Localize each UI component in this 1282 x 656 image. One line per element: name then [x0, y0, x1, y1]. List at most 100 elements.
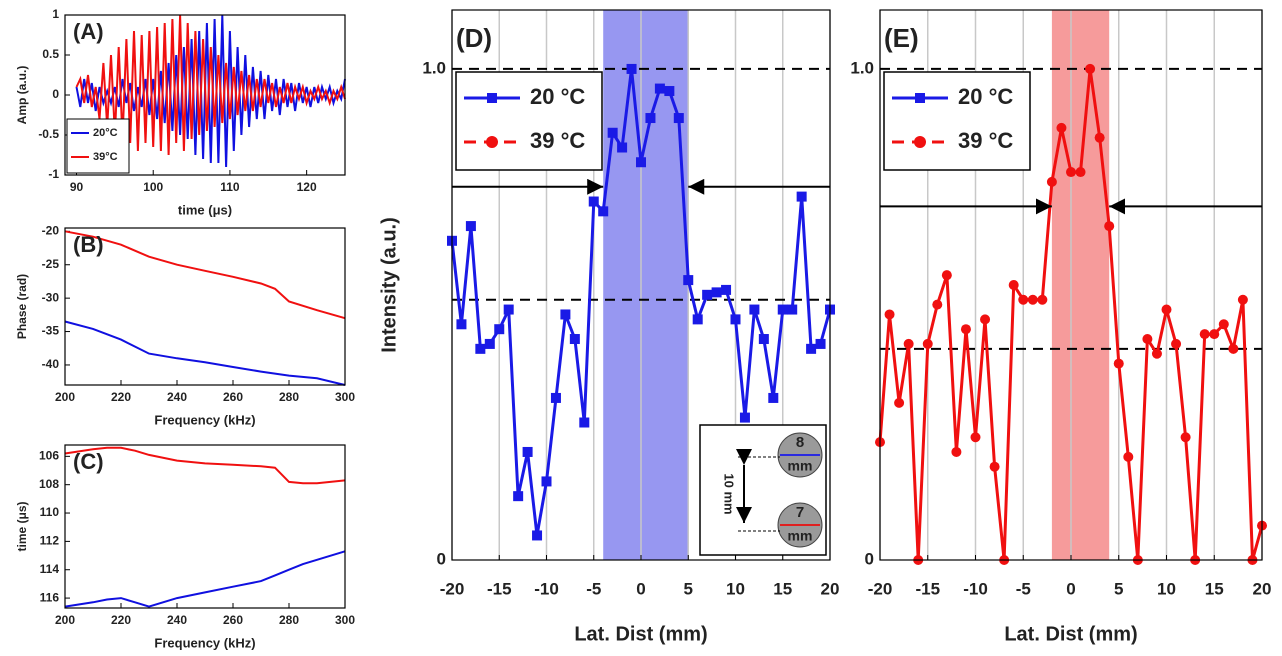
x-tick-label: 300 — [335, 390, 355, 404]
marker — [513, 491, 524, 502]
x-tick-label: 240 — [167, 613, 187, 627]
marker — [503, 304, 514, 315]
marker — [980, 314, 991, 325]
y-tick-label: -0.5 — [38, 127, 59, 141]
x-tick-label: 220 — [111, 613, 131, 627]
x-tick-label: -15 — [487, 579, 512, 598]
marker — [673, 113, 684, 124]
marker — [970, 432, 981, 443]
y-tick-label: 108 — [39, 477, 59, 491]
x-tick-label: 10 — [1157, 579, 1176, 598]
y-tick-label: -40 — [42, 357, 60, 371]
y-tick-label: 112 — [40, 534, 60, 548]
marker — [1018, 294, 1029, 305]
marker — [932, 299, 943, 310]
marker — [1199, 329, 1210, 340]
marker — [532, 530, 543, 541]
x-tick-label: -5 — [586, 579, 601, 598]
marker — [903, 338, 914, 349]
y-tick-label: 1.0 — [850, 58, 874, 77]
y-tick-label: 0.5 — [42, 47, 59, 61]
marker — [475, 343, 486, 354]
marker — [579, 417, 590, 428]
marker — [739, 412, 750, 423]
plot-frame — [451, 9, 831, 561]
marker — [1104, 221, 1115, 232]
marker — [692, 314, 703, 325]
marker — [617, 142, 628, 153]
legend-marker — [487, 93, 497, 103]
y-axis-label: Intensity (a.u.) — [378, 217, 400, 353]
marker — [1008, 280, 1019, 290]
marker — [456, 319, 467, 330]
inset: 10 mm 8 mm 7 mm — [699, 424, 827, 556]
marker — [636, 157, 646, 168]
series-line — [75, 14, 346, 156]
x-tick-label: -15 — [915, 579, 940, 598]
x-tick-label: 260 — [223, 613, 243, 627]
marker — [494, 324, 505, 335]
legend-marker — [914, 136, 926, 148]
x-tick-label: 260 — [223, 390, 243, 404]
y-tick-label: -1 — [48, 167, 59, 181]
x-axis-label: Frequency (kHz) — [154, 412, 255, 427]
marker — [1228, 343, 1239, 354]
marker — [522, 446, 533, 457]
marker — [683, 275, 694, 286]
y-tick-label: 116 — [40, 590, 60, 604]
y-tick-label: 1 — [52, 7, 59, 21]
marker — [1113, 358, 1124, 369]
marker — [1209, 329, 1220, 340]
marker — [768, 392, 779, 403]
marker — [1066, 167, 1076, 178]
y-tick-label: 106 — [39, 449, 59, 463]
legend-marker — [486, 136, 498, 148]
marker — [702, 289, 713, 300]
marker — [1123, 451, 1134, 462]
marker — [1142, 334, 1153, 345]
marker — [815, 338, 826, 349]
marker — [796, 191, 807, 202]
legend-box — [455, 71, 603, 171]
y-tick-label: -30 — [42, 290, 60, 304]
inset-top-unit: mm — [788, 458, 813, 474]
x-tick-label: -10 — [963, 579, 988, 598]
legend-label: 39 °C — [530, 128, 585, 153]
marker — [758, 334, 769, 345]
x-tick-label: 20 — [1253, 579, 1272, 598]
marker — [598, 206, 609, 217]
x-axis-label: Frequency (kHz) — [154, 635, 255, 650]
marker — [588, 196, 599, 207]
panel-label: (B) — [73, 232, 104, 257]
y-tick-label: 1.0 — [422, 58, 446, 77]
x-tick-label: 110 — [220, 180, 240, 194]
series-line — [64, 230, 346, 320]
x-tick-label: 300 — [335, 613, 355, 627]
x-tick-label: -20 — [440, 579, 465, 598]
marker — [465, 221, 476, 232]
y-tick-label: 114 — [40, 562, 60, 576]
x-tick-label: 90 — [70, 180, 84, 194]
y-tick-label: -25 — [42, 257, 60, 271]
marker — [1075, 167, 1086, 178]
marker — [884, 309, 895, 320]
x-axis-label: Lat. Dist (mm) — [574, 623, 707, 645]
marker — [1037, 294, 1048, 305]
x-tick-label: 20 — [821, 579, 840, 598]
marker — [560, 309, 571, 320]
marker — [1237, 294, 1248, 305]
panel-label: (D) — [456, 23, 492, 53]
legend-label: 20°C — [93, 127, 118, 139]
y-tick-label: 110 — [40, 505, 60, 519]
marker — [777, 304, 788, 315]
marker — [749, 304, 760, 315]
x-tick-label: 200 — [55, 613, 75, 627]
marker — [1027, 294, 1038, 305]
series-line — [64, 446, 346, 485]
marker — [484, 338, 495, 349]
marker — [1085, 63, 1096, 74]
legend-label: 20 °C — [958, 84, 1013, 109]
shaded-region — [1051, 10, 1110, 560]
x-axis-label: Lat. Dist (mm) — [1004, 623, 1137, 645]
y-axis-label: Phase (rad) — [15, 274, 29, 339]
